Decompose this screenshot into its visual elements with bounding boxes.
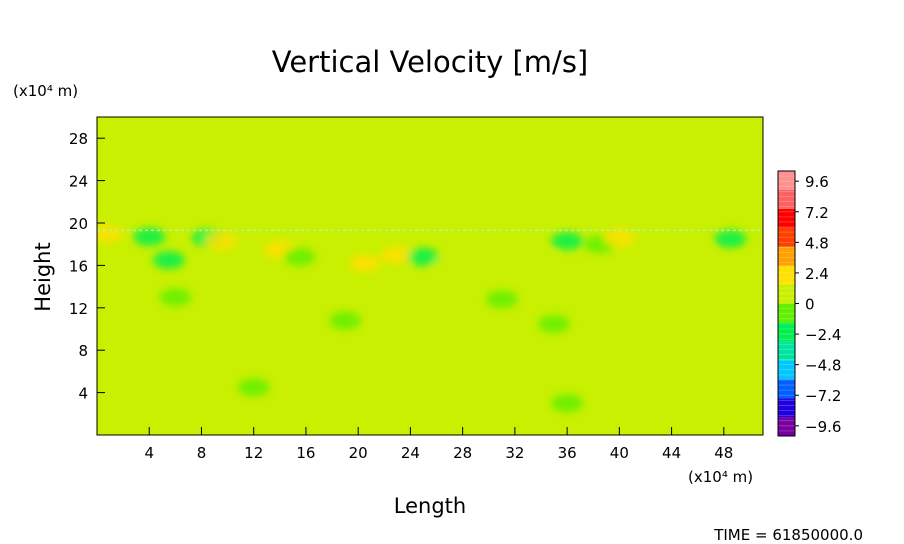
heatmap-cell xyxy=(329,311,362,330)
heatmap-cell xyxy=(629,304,662,323)
x-axis-label: Length xyxy=(394,494,466,518)
heatmap-cell xyxy=(720,325,753,344)
heatmap-cell xyxy=(381,245,414,264)
y-tick-label: 12 xyxy=(69,300,88,318)
colorbar-tick-label: 2.4 xyxy=(805,265,829,283)
x-tick-label: 36 xyxy=(558,444,577,462)
y-tick-label: 16 xyxy=(69,257,88,275)
y-tick-label: 24 xyxy=(69,173,88,191)
colorbar-tick-label: −4.8 xyxy=(805,357,841,375)
heatmap-cell xyxy=(237,378,270,397)
colorbar-band xyxy=(778,246,795,266)
x-tick-label: 8 xyxy=(197,444,207,462)
x-tick-label: 20 xyxy=(349,444,368,462)
x-tick-label: 28 xyxy=(453,444,472,462)
heatmap-cell xyxy=(250,296,283,315)
colorbar-band xyxy=(778,227,795,247)
x-axis-ticks: 4 8 12 16 20 24 28 32 36 40 44 48 xyxy=(144,427,733,462)
plot-area xyxy=(96,116,764,436)
heatmap-cell xyxy=(551,232,584,251)
colorbar-tick-label: −7.2 xyxy=(805,387,841,405)
colorbar-tick-label: 7.2 xyxy=(805,204,829,222)
x-tick-label: 16 xyxy=(296,444,315,462)
x-tick-label: 32 xyxy=(505,444,524,462)
y-tick-label: 20 xyxy=(69,215,88,233)
colorbar-band xyxy=(778,284,795,304)
heatmap-cell xyxy=(283,247,316,266)
heatmap-cell xyxy=(603,228,636,247)
colorbar-band xyxy=(778,322,795,342)
heatmap-cell xyxy=(407,247,440,266)
x-tick-label: 40 xyxy=(610,444,629,462)
heatmap-cell xyxy=(655,362,688,381)
colorbar-tick-label: 0 xyxy=(805,296,815,314)
plot-frame xyxy=(96,116,764,436)
colorbar-band xyxy=(778,341,795,361)
heatmap-cell xyxy=(538,314,571,333)
heatmap-cell xyxy=(733,256,763,275)
heatmap-cell xyxy=(97,224,124,243)
heatmap-cell xyxy=(485,290,518,309)
colorbar-band xyxy=(778,208,795,228)
heatmap-cell xyxy=(466,253,499,272)
heatmap-cell xyxy=(205,232,238,251)
colorbar-band xyxy=(778,189,795,209)
y-tick-label: 28 xyxy=(69,130,88,148)
y-axis-unit: (x10⁴ m) xyxy=(13,82,78,100)
colorbar-band xyxy=(778,265,795,285)
heatmap-cell xyxy=(681,245,714,264)
colorbar-tick-label: 9.6 xyxy=(805,173,829,191)
heatmap-background xyxy=(97,117,763,435)
time-label: TIME = 61850000.0 xyxy=(713,526,863,544)
x-tick-label: 4 xyxy=(144,444,154,462)
colorbar-band xyxy=(778,379,795,399)
heatmap-cell xyxy=(525,251,557,270)
y-axis-ticks: 4 8 12 16 20 24 28 xyxy=(69,130,105,403)
y-tick-label: 4 xyxy=(78,385,88,403)
heatmap-cell xyxy=(159,288,192,307)
colorbar-tick-label: −2.4 xyxy=(805,326,841,344)
y-axis-label: Height xyxy=(31,242,55,311)
x-tick-label: 44 xyxy=(662,444,681,462)
heatmap-cell xyxy=(551,394,584,413)
heatmap-cell xyxy=(152,251,185,270)
heatmap-cell xyxy=(348,254,381,273)
colorbar: 9.6 7.2 4.8 2.4 0 −2.4 −4.8 −7.2 −9.6 xyxy=(777,170,841,437)
heatmap-cell xyxy=(433,256,466,275)
heatmap-cell xyxy=(133,227,166,246)
colorbar-band xyxy=(778,398,795,418)
colorbar-band xyxy=(778,360,795,380)
colorbar-band xyxy=(778,171,795,190)
colorbar-tick-label: −9.6 xyxy=(805,418,841,436)
chart-title: Vertical Velocity [m/s] xyxy=(272,45,589,79)
colorbar-band xyxy=(778,417,795,436)
colorbar-tick-label: 4.8 xyxy=(805,234,829,252)
y-tick-label: 8 xyxy=(78,342,88,360)
x-tick-label: 48 xyxy=(714,444,733,462)
x-tick-label: 24 xyxy=(401,444,420,462)
x-axis-unit: (x10⁴ m) xyxy=(688,468,753,486)
colorbar-band xyxy=(778,303,795,323)
x-tick-label: 12 xyxy=(244,444,263,462)
heatmap-cell xyxy=(714,229,747,248)
